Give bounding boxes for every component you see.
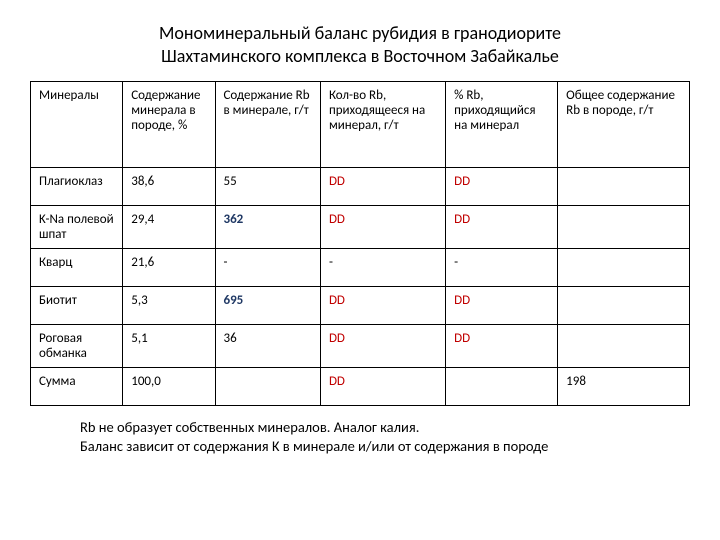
cell-value: 38,6 [131,174,154,189]
cell-value: DD [329,374,345,389]
table-cell: DD [446,287,558,325]
table-cell [558,168,690,206]
table-row: Сумма 100,0 DD 198 [31,368,690,406]
cell-value: 362 [224,212,244,227]
table-cell: - [320,249,445,287]
table-cell: DD [320,287,445,325]
cell-value: DD [454,293,470,308]
title-line-2: Шахтаминского комплекса в Восточном Заба… [161,45,559,67]
cell-value: 21,6 [131,255,154,270]
footnote: Rb не образует собственных минералов. Ан… [30,418,690,456]
table-cell: 36 [215,325,320,368]
col-header: % Rb, приходящийся на минерал [446,82,558,168]
table-cell: Сумма [31,368,123,406]
table-row: Плагиоклаз 38,6 55 DD DD [31,168,690,206]
table-row: Кварц 21,6 - - - [31,249,690,287]
table-row: Роговая обманка 5,1 36 DD DD [31,325,690,368]
table-cell: Кварц [31,249,123,287]
title-line-1: Мономинеральный баланс рубидия в граноди… [159,22,561,44]
table-cell: DD [446,168,558,206]
table-cell [215,368,320,406]
cell-value: - [454,255,458,270]
table-cell: 198 [558,368,690,406]
page-title: Мономинеральный баланс рубидия в граноди… [30,22,690,67]
page: Мономинеральный баланс рубидия в граноди… [0,0,720,540]
table-body: Плагиоклаз 38,6 55 DD DD K-Na полевой шпат 29,… [31,168,690,406]
table-header-row: Минералы Содержание минерала в породе, %… [31,82,690,168]
table-cell [558,325,690,368]
cell-value: 36 [224,331,237,346]
table-cell: Плагиоклаз [31,168,123,206]
cell-value: DD [454,174,470,189]
cell-value: 55 [224,174,237,189]
cell-value: 29,4 [131,212,154,227]
table-cell: DD [320,206,445,249]
table-cell: K-Na полевой шпат [31,206,123,249]
balance-table: Минералы Содержание минерала в породе, %… [30,81,690,406]
cell-value: DD [329,212,345,227]
cell-value: DD [329,174,345,189]
cell-value: DD [329,331,345,346]
table-cell: 5,1 [123,325,215,368]
cell-value: 198 [566,374,586,389]
table-cell [558,287,690,325]
table-cell: - [446,249,558,287]
col-header: Содержание Rb в минерале, г/т [215,82,320,168]
cell-value: - [224,255,228,270]
table-cell: - [215,249,320,287]
cell-value: Биотит [39,293,77,308]
table-cell: 38,6 [123,168,215,206]
footnote-line-1: Rb не образует собственных минералов. Ан… [80,418,419,436]
table-cell [446,368,558,406]
col-header: Общее содержание Rb в породе, г/т [558,82,690,168]
table-cell: DD [320,368,445,406]
footnote-line-2: Баланс зависит от содержания K в минерал… [80,437,548,455]
table-cell: 362 [215,206,320,249]
col-header: Содержание минерала в породе, % [123,82,215,168]
table-cell: Роговая обманка [31,325,123,368]
table-row: Биотит 5,3 695 DD DD [31,287,690,325]
cell-value: DD [329,293,345,308]
cell-value: Роговая обманка [39,331,87,361]
table-cell: Биотит [31,287,123,325]
col-header: Кол-во Rb, приходящееся на минерал, г/т [320,82,445,168]
table-cell: DD [446,325,558,368]
table-cell: 55 [215,168,320,206]
table-cell: 21,6 [123,249,215,287]
table-cell: DD [320,325,445,368]
table-cell: 5,3 [123,287,215,325]
table-cell: 100,0 [123,368,215,406]
col-header: Минералы [31,82,123,168]
table-row: K-Na полевой шпат 29,4 362 DD DD [31,206,690,249]
cell-value: 5,1 [131,331,147,346]
table-cell: DD [320,168,445,206]
table-cell: 29,4 [123,206,215,249]
cell-value: DD [454,331,470,346]
table-cell [558,249,690,287]
cell-value: 695 [224,293,244,308]
cell-value: Плагиоклаз [39,174,103,189]
cell-value: 100,0 [131,374,161,389]
table-cell: DD [446,206,558,249]
table-cell: 695 [215,287,320,325]
table-cell [558,206,690,249]
cell-value: Сумма [39,374,76,389]
cell-value: 5,3 [131,293,147,308]
cell-value: - [329,255,333,270]
cell-value: K-Na полевой шпат [39,212,114,242]
cell-value: DD [454,212,470,227]
cell-value: Кварц [39,255,72,270]
